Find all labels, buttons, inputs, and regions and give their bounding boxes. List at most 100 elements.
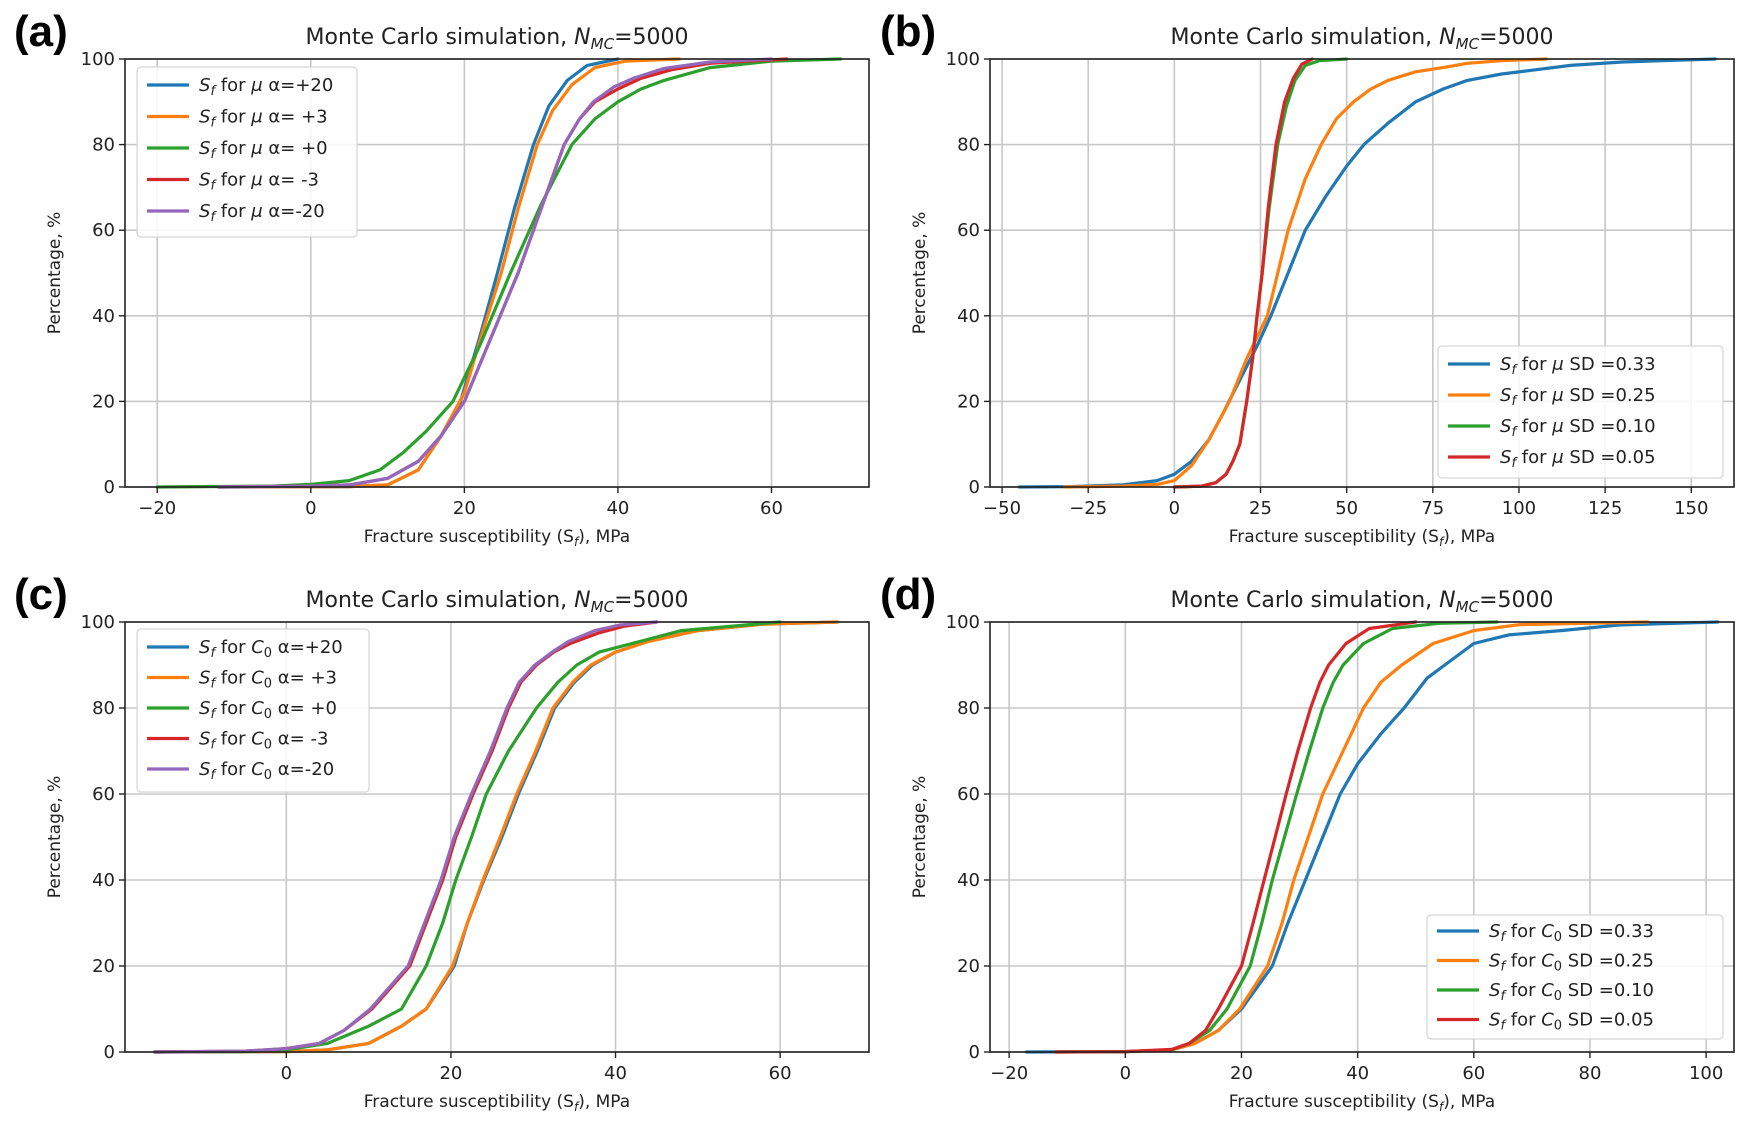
- series-line-4: [217, 57, 774, 489]
- legend-box: [1437, 345, 1724, 479]
- x-axis-label: Fracture susceptibility (Sf), MPa: [364, 527, 630, 549]
- panel-label: (a): [14, 7, 68, 56]
- panel-label: (d): [880, 570, 936, 619]
- legend-item: Sf for C0 SD =0.33: [1437, 921, 1654, 945]
- x-axis-label: Fracture susceptibility (Sf), MPa: [1229, 527, 1495, 549]
- series-line-2: [155, 57, 843, 489]
- x-tick-label: 0: [1169, 498, 1180, 519]
- legend-label: Sf for C0 SD =0.25: [1489, 951, 1654, 975]
- series-line-1: [1062, 57, 1549, 489]
- y-tick-label: 20: [957, 956, 980, 977]
- x-tick-label: 40: [604, 1063, 627, 1084]
- legend-label: Sf for μ SD =0.05: [1500, 447, 1656, 471]
- y-tick-label: 0: [969, 477, 980, 498]
- y-tick-label: 40: [957, 870, 980, 891]
- legend: Sf for μ α=+20 Sf for μ α= +3 Sf for μ α= …: [136, 66, 358, 238]
- x-tick-label: 100: [1689, 1063, 1723, 1084]
- legend-label: Sf for C0 α=+20: [199, 637, 343, 661]
- x-tick-label: 20: [439, 1063, 462, 1084]
- y-tick-label: 100: [81, 612, 115, 633]
- legend-box: [136, 66, 358, 238]
- x-tick-label: −20: [990, 1063, 1028, 1084]
- y-tick-label: 20: [92, 956, 115, 977]
- panel-b: (b) Monte Carlo simulation, NMC=5000 −50 −2…: [880, 7, 1735, 549]
- legend-item: Sf for C0 SD =0.25: [1437, 951, 1654, 975]
- x-tick-label: 20: [453, 498, 476, 519]
- legend-item: Sf for C0 α= -3: [147, 729, 328, 753]
- axes-frame: [989, 58, 1735, 488]
- y-tick-label: 0: [969, 1042, 980, 1063]
- x-tick-label: −25: [1069, 498, 1107, 519]
- y-tick-label: 80: [957, 135, 980, 156]
- legend-label: Sf for μ α= +0: [199, 138, 328, 162]
- legend: Sf for μ SD =0.33 Sf for μ SD =0.25 Sf for…: [1437, 345, 1724, 479]
- x-tick-label: 50: [1335, 498, 1358, 519]
- chart-title: Monte Carlo simulation, NMC=5000: [1171, 588, 1554, 616]
- legend-label: Sf for μ α= -3: [199, 170, 319, 194]
- legend-label: Sf for C0 α= -3: [199, 729, 328, 753]
- x-tick-label: −50: [983, 498, 1021, 519]
- legend-item: Sf for C0 SD =0.05: [1437, 1010, 1654, 1034]
- legend-item: Sf for μ α= +0: [147, 138, 328, 162]
- legend-label: Sf for C0 SD =0.10: [1489, 980, 1654, 1004]
- chart-title: Monte Carlo simulation, NMC=5000: [306, 25, 689, 53]
- y-tick-label: 20: [957, 391, 980, 412]
- series-line-2: [153, 620, 782, 1054]
- y-tick-label: 0: [104, 477, 115, 498]
- legend-label: Sf for μ SD =0.33: [1500, 354, 1656, 378]
- legend-label: Sf for C0 α=-20: [199, 759, 334, 783]
- x-tick-label: 60: [760, 498, 783, 519]
- legend-box: [136, 628, 370, 793]
- x-tick-label: 80: [1579, 1063, 1602, 1084]
- legend-item: Sf for μ α= +3: [147, 107, 328, 131]
- panel-a: (a) Monte Carlo simulation, NMC=5000 −20 0 2…: [14, 7, 870, 549]
- y-axis-label: Percentage, %: [910, 212, 930, 335]
- legend-item: Sf for μ α=-20: [147, 201, 325, 225]
- legend-item: Sf for μ SD =0.05: [1448, 447, 1656, 471]
- legend-label: Sf for C0 α= +0: [199, 698, 337, 722]
- legend: Sf for C0 α=+20 Sf for C0 α= +3 Sf for C0 …: [136, 628, 370, 793]
- x-tick-label: 0: [281, 1063, 292, 1084]
- legend-item: Sf for C0 α= +3: [147, 668, 337, 692]
- series-line-1: [1054, 620, 1650, 1054]
- x-tick-label: 0: [305, 498, 316, 519]
- legend-item: Sf for μ SD =0.25: [1448, 385, 1656, 409]
- y-tick-label: 40: [957, 306, 980, 327]
- axes-frame: [989, 621, 1735, 1053]
- panel-label: (c): [14, 570, 68, 619]
- x-tick-label: 40: [606, 498, 629, 519]
- x-tick-label: 40: [1346, 1063, 1369, 1084]
- panel-c: (c) Monte Carlo simulation, NMC=5000 0 20 40…: [14, 570, 870, 1114]
- chart-title: Monte Carlo simulation, NMC=5000: [1171, 25, 1554, 53]
- y-tick-label: 60: [92, 220, 115, 241]
- legend-item: Sf for μ SD =0.10: [1448, 416, 1656, 440]
- y-tick-label: 80: [92, 135, 115, 156]
- series-line-3: [1172, 57, 1314, 489]
- y-tick-label: 60: [957, 784, 980, 805]
- x-tick-label: 100: [1502, 498, 1536, 519]
- y-tick-label: 80: [92, 698, 115, 719]
- x-tick-label: 60: [1462, 1063, 1485, 1084]
- axes-frame: [124, 58, 870, 488]
- legend-item: Sf for C0 α=-20: [147, 759, 334, 783]
- y-tick-label: 40: [92, 870, 115, 891]
- y-tick-label: 20: [92, 391, 115, 412]
- y-tick-label: 40: [92, 306, 115, 327]
- y-tick-label: 60: [92, 784, 115, 805]
- legend-item: Sf for C0 α= +0: [147, 698, 337, 722]
- x-tick-label: 125: [1588, 498, 1622, 519]
- legend-item: Sf for μ α= -3: [147, 170, 319, 194]
- x-tick-label: 75: [1421, 498, 1444, 519]
- x-tick-label: 150: [1674, 498, 1708, 519]
- legend-box: [1426, 914, 1724, 1040]
- legend-label: Sf for μ α=+20: [199, 75, 333, 99]
- series-line-1: [217, 57, 681, 489]
- legend-item: Sf for C0 SD =0.10: [1437, 980, 1654, 1004]
- x-tick-label: 0: [1120, 1063, 1131, 1084]
- chart-title: Monte Carlo simulation, NMC=5000: [306, 588, 689, 616]
- axes-frame: [124, 621, 870, 1053]
- series-line-0: [1017, 57, 1717, 489]
- x-tick-label: 25: [1249, 498, 1272, 519]
- y-tick-label: 100: [946, 612, 980, 633]
